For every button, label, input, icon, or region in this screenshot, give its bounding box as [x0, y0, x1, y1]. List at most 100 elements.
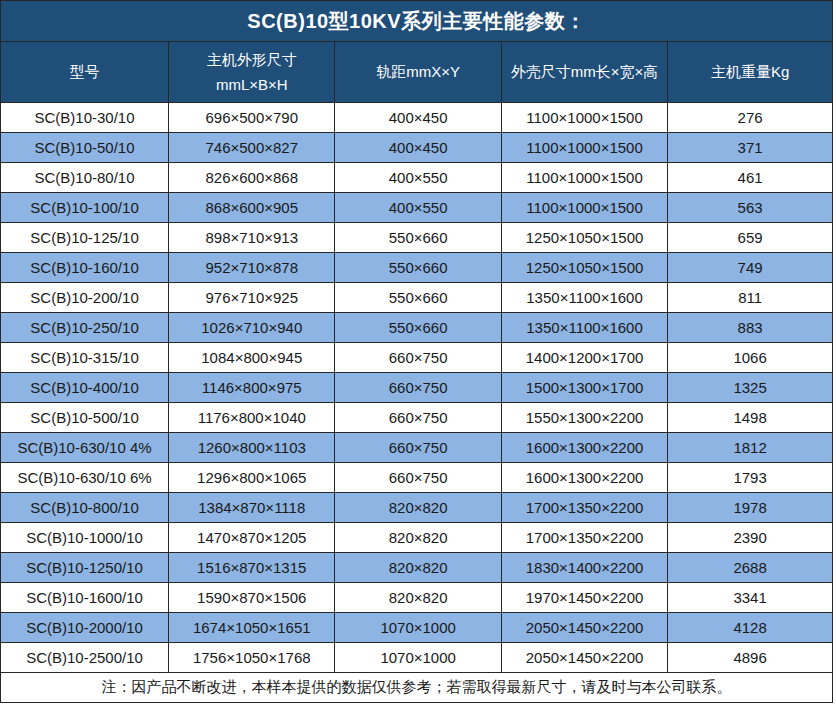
table-cell: 550×660: [335, 223, 501, 253]
table-cell: 2050×1450×2200: [501, 613, 667, 643]
table-cell: SC(B)10-2000/10: [1, 613, 169, 643]
table-cell: 1070×1000: [335, 613, 501, 643]
table-cell: 1700×1350×2200: [501, 523, 667, 553]
table-cell: 820×820: [335, 583, 501, 613]
table-cell: 820×820: [335, 493, 501, 523]
table-cell: 1026×710×940: [169, 313, 335, 343]
table-cell: 749: [668, 253, 833, 283]
table-cell: 660×750: [335, 343, 501, 373]
table-row: SC(B)10-160/10952×710×878550×6601250×105…: [1, 253, 833, 283]
table-cell: 3341: [668, 583, 833, 613]
table-cell: 1793: [668, 463, 833, 493]
table-row: SC(B)10-125/10898×710×913550×6601250×105…: [1, 223, 833, 253]
table-cell: SC(B)10-800/10: [1, 493, 169, 523]
table-cell: 371: [668, 133, 833, 163]
header-rail-gauge: 轨距mmX×Y: [335, 42, 501, 103]
table-cell: 1350×1100×1600: [501, 283, 667, 313]
table-title: SC(B)10型10KV系列主要性能参数：: [1, 1, 833, 42]
table-cell: 660×750: [335, 403, 501, 433]
table-cell: 746×500×827: [169, 133, 335, 163]
table-cell: 1350×1100×1600: [501, 313, 667, 343]
table-cell: 1260×800×1103: [169, 433, 335, 463]
table-cell: 1700×1350×2200: [501, 493, 667, 523]
table-cell: 1100×1000×1500: [501, 163, 667, 193]
header-main-dimensions-line1: 主机外形尺寸: [169, 47, 334, 73]
table-cell: 1498: [668, 403, 833, 433]
table-cell: 1146×800×975: [169, 373, 335, 403]
table-row: SC(B)10-630/10 4%1260×800×1103660×750160…: [1, 433, 833, 463]
table-cell: 2050×1450×2200: [501, 643, 667, 673]
table-note: 注：因产品不断改进，本样本提供的数据仅供参考；若需取得最新尺寸，请及时与本公司联…: [1, 673, 833, 703]
spec-table-container: SC(B)10型10KV系列主要性能参数： 型号 主机外形尺寸 mmL×B×H …: [0, 0, 833, 703]
table-cell: 2390: [668, 523, 833, 553]
table-cell: 550×660: [335, 313, 501, 343]
table-footer: 注：因产品不断改进，本样本提供的数据仅供参考；若需取得最新尺寸，请及时与本公司联…: [1, 673, 833, 703]
table-cell: SC(B)10-100/10: [1, 193, 169, 223]
table-cell: SC(B)10-200/10: [1, 283, 169, 313]
table-row: SC(B)10-1600/101590×870×1506820×8201970×…: [1, 583, 833, 613]
table-body: SC(B)10-30/10696×500×790400×4501100×1000…: [1, 103, 833, 673]
table-cell: 1084×800×945: [169, 343, 335, 373]
table-cell: 1176×800×1040: [169, 403, 335, 433]
table-row: SC(B)10-250/101026×710×940550×6601350×11…: [1, 313, 833, 343]
table-cell: 1066: [668, 343, 833, 373]
table-cell: 1250×1050×1500: [501, 223, 667, 253]
table-cell: 660×750: [335, 433, 501, 463]
header-main-dimensions: 主机外形尺寸 mmL×B×H: [169, 42, 335, 103]
table-cell: 1100×1000×1500: [501, 133, 667, 163]
table-cell: 826×600×868: [169, 163, 335, 193]
table-cell: 898×710×913: [169, 223, 335, 253]
table-cell: 400×450: [335, 103, 501, 133]
column-header-row: 型号 主机外形尺寸 mmL×B×H 轨距mmX×Y 外壳尺寸mm长×宽×高 主机…: [1, 42, 833, 103]
table-cell: 1600×1300×2200: [501, 463, 667, 493]
header-model: 型号: [1, 42, 169, 103]
table-row: SC(B)10-2000/101674×1050×16511070×100020…: [1, 613, 833, 643]
table-cell: SC(B)10-250/10: [1, 313, 169, 343]
table-header: SC(B)10型10KV系列主要性能参数： 型号 主机外形尺寸 mmL×B×H …: [1, 1, 833, 103]
table-cell: 1830×1400×2200: [501, 553, 667, 583]
table-cell: 1384×870×1118: [169, 493, 335, 523]
title-row: SC(B)10型10KV系列主要性能参数：: [1, 1, 833, 42]
table-cell: 976×710×925: [169, 283, 335, 313]
header-weight: 主机重量Kg: [668, 42, 833, 103]
table-cell: 659: [668, 223, 833, 253]
table-row: SC(B)10-1000/101470×870×1205820×8201700×…: [1, 523, 833, 553]
table-cell: SC(B)10-630/10 4%: [1, 433, 169, 463]
table-row: SC(B)10-1250/101516×870×1315820×8201830×…: [1, 553, 833, 583]
table-cell: 820×820: [335, 523, 501, 553]
table-cell: 400×450: [335, 133, 501, 163]
table-cell: SC(B)10-50/10: [1, 133, 169, 163]
table-cell: 276: [668, 103, 833, 133]
table-cell: 1970×1450×2200: [501, 583, 667, 613]
table-cell: SC(B)10-1600/10: [1, 583, 169, 613]
table-cell: 2688: [668, 553, 833, 583]
table-cell: 400×550: [335, 193, 501, 223]
table-row: SC(B)10-500/101176×800×1040660×7501550×1…: [1, 403, 833, 433]
spec-sheet-page: SC(B)10型10KV系列主要性能参数： 型号 主机外形尺寸 mmL×B×H …: [0, 0, 836, 705]
table-row: SC(B)10-80/10826×600×868400×5501100×1000…: [1, 163, 833, 193]
table-cell: 1100×1000×1500: [501, 193, 667, 223]
table-cell: SC(B)10-315/10: [1, 343, 169, 373]
parameters-table: SC(B)10型10KV系列主要性能参数： 型号 主机外形尺寸 mmL×B×H …: [0, 0, 833, 703]
table-cell: SC(B)10-630/10 6%: [1, 463, 169, 493]
table-cell: 461: [668, 163, 833, 193]
table-cell: 400×550: [335, 163, 501, 193]
table-cell: SC(B)10-125/10: [1, 223, 169, 253]
note-row: 注：因产品不断改进，本样本提供的数据仅供参考；若需取得最新尺寸，请及时与本公司联…: [1, 673, 833, 703]
table-row: SC(B)10-800/101384×870×1118820×8201700×1…: [1, 493, 833, 523]
table-cell: 811: [668, 283, 833, 313]
table-cell: 550×660: [335, 283, 501, 313]
table-cell: 1400×1200×1700: [501, 343, 667, 373]
table-cell: 4896: [668, 643, 833, 673]
table-cell: 1600×1300×2200: [501, 433, 667, 463]
table-cell: 563: [668, 193, 833, 223]
table-cell: 1590×870×1506: [169, 583, 335, 613]
table-cell: 1550×1300×2200: [501, 403, 667, 433]
table-cell: 883: [668, 313, 833, 343]
table-cell: 820×820: [335, 553, 501, 583]
table-cell: 550×660: [335, 253, 501, 283]
table-cell: 1070×1000: [335, 643, 501, 673]
table-cell: 1500×1300×1700: [501, 373, 667, 403]
table-row: SC(B)10-100/10868×600×905400×5501100×100…: [1, 193, 833, 223]
table-cell: 1325: [668, 373, 833, 403]
